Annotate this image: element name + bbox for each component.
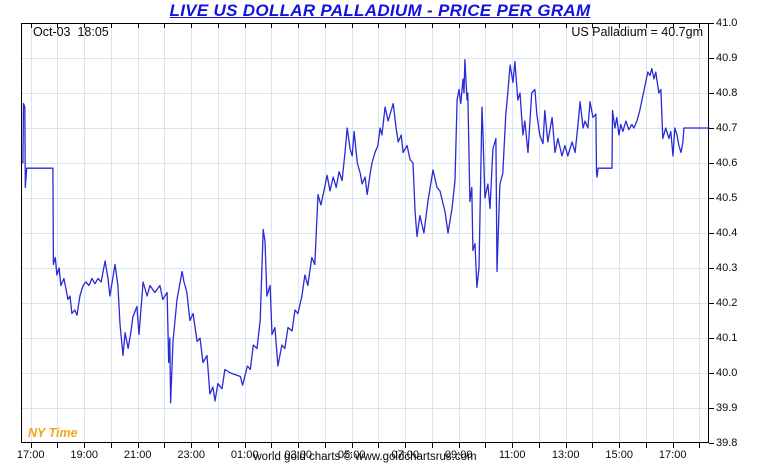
y-tick-label: 39.8 (716, 437, 738, 449)
y-tick-label: 40.3 (716, 262, 738, 274)
x-tick-label: 03:00 (284, 449, 312, 461)
x-tick-label: 05:00 (337, 449, 366, 461)
x-tick-label: 19:00 (70, 449, 98, 461)
x-tick-label: 17:00 (16, 449, 45, 461)
x-tick-label: 13:00 (551, 449, 580, 461)
footer-credit: world gold charts © www.goldchartsrus.co… (253, 451, 477, 463)
y-tick-label: 40.1 (716, 332, 738, 344)
x-tick-label: 23:00 (177, 449, 205, 461)
y-tick-label: 40.7 (716, 122, 738, 134)
x-tick-label: 07:00 (391, 449, 419, 461)
price-line (22, 59, 710, 404)
current-quote-label: US Palladium = 40.7gm (571, 25, 703, 39)
x-tick-label: 01:00 (230, 449, 259, 461)
plot-border (21, 23, 709, 443)
chart-title: LIVE US DOLLAR PALLADIUM - PRICE PER GRA… (169, 1, 591, 20)
y-tick-label: 40.8 (716, 87, 738, 99)
gridlines (22, 24, 708, 442)
y-tick-label: 40.5 (716, 192, 738, 204)
x-tick-label: 21:00 (123, 449, 152, 461)
y-tick-label: 40.6 (716, 157, 738, 169)
y-tick-label: 40.0 (716, 367, 738, 379)
y-tick-label: 40.9 (716, 52, 738, 64)
x-tick-label: 15:00 (605, 449, 633, 461)
x-tick-label: 17:00 (658, 449, 687, 461)
x-tick-label: 09:00 (444, 449, 473, 461)
y-tick-label: 40.4 (716, 227, 738, 239)
timestamp-label: Oct-03 18:05 (33, 25, 109, 39)
timezone-label: NY Time (28, 426, 78, 440)
y-tick-label: 40.2 (716, 297, 738, 309)
axis-ticks (31, 23, 714, 448)
y-tick-label: 41.0 (716, 17, 738, 29)
y-tick-label: 39.9 (716, 402, 738, 414)
x-tick-label: 11:00 (498, 449, 526, 461)
